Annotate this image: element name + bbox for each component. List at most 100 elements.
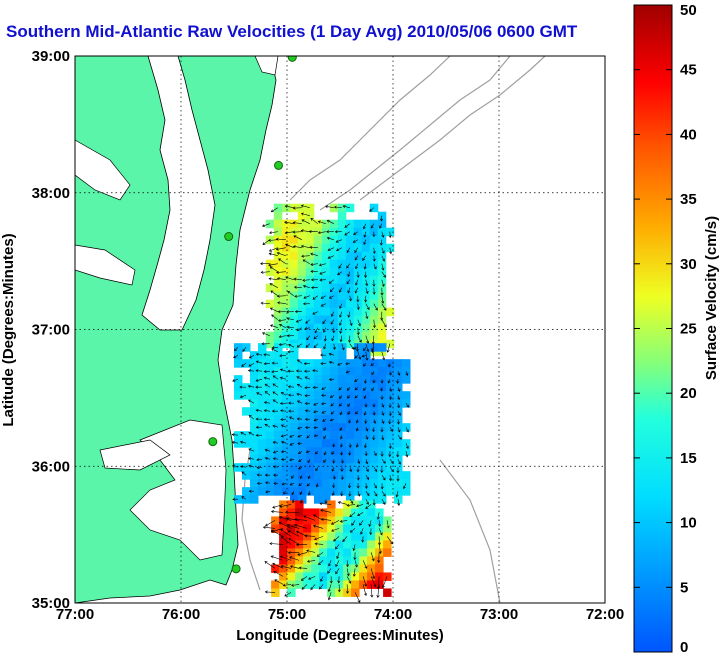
velocity-arrow [329,394,335,398]
velocity-cell [394,359,403,368]
velocity-arrow [260,270,270,274]
velocity-cell [319,564,328,573]
velocity-arrow [346,279,351,285]
velocity-arrow [357,319,361,327]
velocity-arrow [373,483,377,489]
velocity-cell [346,383,355,392]
velocity-cell [274,407,283,416]
velocity-cell [250,391,259,400]
velocity-arrow [303,515,316,521]
velocity-arrow [284,592,292,597]
velocity-arrow [353,346,359,350]
velocity-arrow [269,266,278,272]
velocity-cell [322,359,331,368]
velocity-arrow [395,491,399,498]
velocity-arrow [278,323,286,328]
velocity-arrow [256,392,263,396]
velocity-arrow [348,491,352,497]
velocity-cell [274,479,283,488]
velocity-arrow [296,392,303,396]
velocity-cell [287,580,296,589]
velocity-cell [258,383,267,392]
velocity-arrow [348,451,352,456]
velocity-cell [378,343,387,352]
velocity-cell [327,564,336,573]
velocity-arrow [286,334,294,338]
velocity-arrow [388,451,392,458]
velocity-cell [298,383,307,392]
velocity-cell [375,556,384,565]
velocity-arrow [241,496,247,500]
velocity-arrow [328,352,335,356]
velocity-cell [306,479,315,488]
velocity-cell [289,275,299,285]
velocity-arrow [364,483,368,489]
velocity-cell [250,375,259,384]
velocity-arrow [291,475,295,479]
velocity-arrow [280,450,287,454]
velocity-cell [234,463,243,472]
velocity-cell [330,367,339,376]
velocity-arrow [339,519,348,523]
velocity-arrow [265,481,271,485]
velocity-arrow [282,583,292,587]
velocity-cell [258,343,267,352]
velocity-cell [297,267,307,277]
velocity-cell [313,307,323,317]
velocity-arrow [376,584,380,598]
velocity-cell [274,359,283,368]
velocity-cell [346,359,355,368]
velocity-arrow [297,441,303,445]
velocity-cell [297,323,307,333]
velocity-arrow [354,354,359,359]
velocity-arrow [388,231,392,239]
velocity-cell [337,211,347,221]
velocity-arrow [372,255,376,262]
velocity-arrow [242,347,247,352]
velocity-cell [297,203,307,213]
velocity-arrow [356,295,360,303]
velocity-cell [282,399,291,408]
velocity-cell [279,564,288,573]
velocity-arrow [342,205,350,209]
velocity-cell [313,259,323,269]
velocity-arrow [240,432,247,436]
velocity-arrow [270,510,284,514]
velocity-cell [335,564,344,573]
velocity-cell [234,391,243,400]
velocity-cell [329,259,339,269]
velocity-cell [303,532,312,541]
velocity-arrow [347,311,351,318]
velocity-cell [311,540,320,549]
velocity-cell [311,548,320,557]
velocity-arrow [348,443,352,449]
velocity-arrow [248,354,255,359]
velocity-cell [314,463,323,472]
velocity-arrow [362,560,368,569]
velocity-cell [378,439,387,448]
velocity-cell [250,383,259,392]
velocity-arrow [286,524,300,529]
velocity-arrow [280,409,287,413]
velocity-arrow [248,489,254,493]
velocity-cell [354,351,363,360]
velocity-arrow [256,473,263,477]
velocity-cell [362,343,371,352]
velocity-cell [290,351,299,360]
velocity-arrow [276,252,286,256]
velocity-arrow [372,403,376,408]
velocity-cell [369,291,379,301]
velocity-arrow [397,371,401,376]
velocity-arrow [339,411,343,416]
velocity-cell [314,375,323,384]
velocity-cell [279,556,288,565]
velocity-cell [354,391,363,400]
velocity-arrow [339,435,343,440]
velocity-cell [338,407,347,416]
velocity-cell [329,315,339,325]
velocity-arrow [334,230,342,234]
velocity-cell [305,251,315,261]
velocity-cell [290,479,299,488]
velocity-arrow [339,311,343,318]
velocity-arrow [287,369,295,373]
